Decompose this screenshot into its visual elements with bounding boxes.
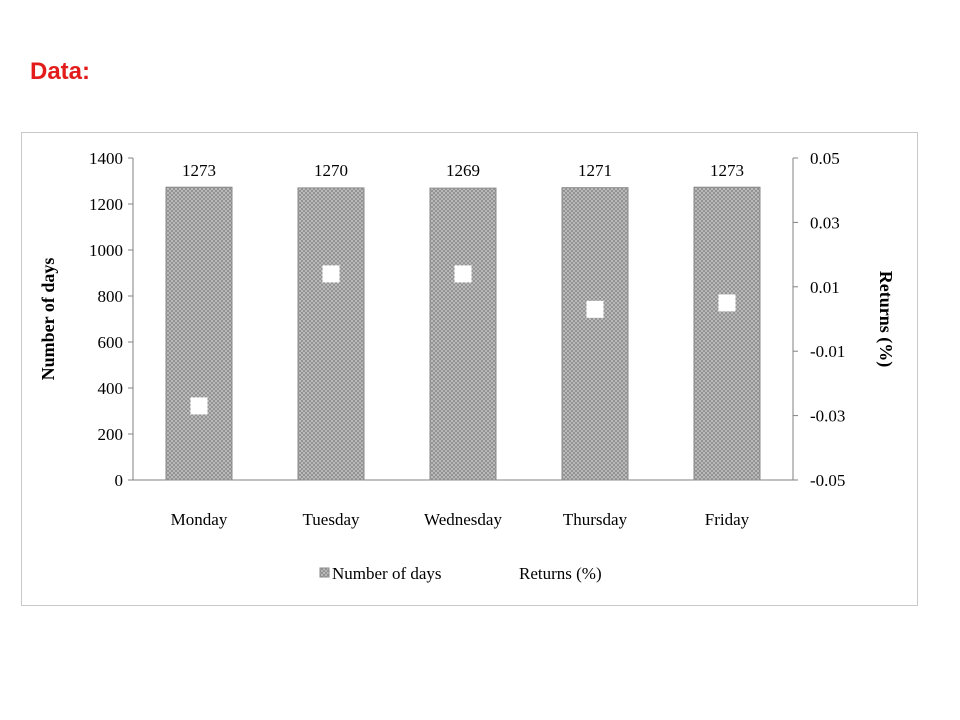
return-marker (190, 397, 208, 415)
bar-data-label: 1273 (182, 161, 216, 180)
x-tick-label: Thursday (563, 510, 628, 529)
chart-frame: 0 200 400 600 800 1000 1200 1400 -0.05 -0.03 -0.01… (21, 132, 918, 606)
left-tick-label: 600 (98, 333, 124, 352)
combo-chart: 0 200 400 600 800 1000 1200 1400 -0.05 -0.03 -0.01… (38, 149, 896, 583)
left-axis-title: Number of days (38, 258, 58, 381)
page-heading: Data: (30, 58, 91, 85)
left-tick-label: 0 (115, 471, 124, 490)
left-tick-label: 800 (98, 287, 124, 306)
right-tick-label: -0.05 (810, 471, 845, 490)
legend-bar-swatch (319, 567, 330, 578)
x-tick-label: Wednesday (424, 510, 502, 529)
bar-data-label: 1269 (446, 161, 480, 180)
x-tick-label: Tuesday (303, 510, 360, 529)
return-marker (454, 265, 472, 283)
right-tick-label: 0.01 (810, 278, 840, 297)
bar (429, 187, 497, 481)
x-tick-label: Friday (705, 510, 750, 529)
bar-data-label: 1273 (710, 161, 744, 180)
bar (297, 187, 365, 481)
right-axis-title: Returns (%) (875, 271, 896, 368)
left-tick-label: 400 (98, 379, 124, 398)
right-tick-label: 0.05 (810, 149, 840, 168)
return-marker (718, 294, 736, 312)
return-marker (322, 265, 340, 283)
right-tick-label: -0.01 (810, 342, 845, 361)
left-tick-label: 1400 (89, 149, 123, 168)
legend-bar-label: Number of days (332, 564, 442, 583)
x-tick-label: Monday (171, 510, 228, 529)
left-tick-label: 1000 (89, 241, 123, 260)
bar-data-label: 1271 (578, 161, 612, 180)
return-marker (586, 300, 604, 318)
left-tick-label: 1200 (89, 195, 123, 214)
left-tick-label: 200 (98, 425, 124, 444)
right-tick-label: 0.03 (810, 213, 840, 232)
legend-marker-label: Returns (%) (519, 564, 602, 583)
bar (693, 186, 761, 481)
bar-data-label: 1270 (314, 161, 348, 180)
bar (165, 186, 233, 481)
bar (561, 187, 629, 481)
right-tick-label: -0.03 (810, 407, 845, 426)
